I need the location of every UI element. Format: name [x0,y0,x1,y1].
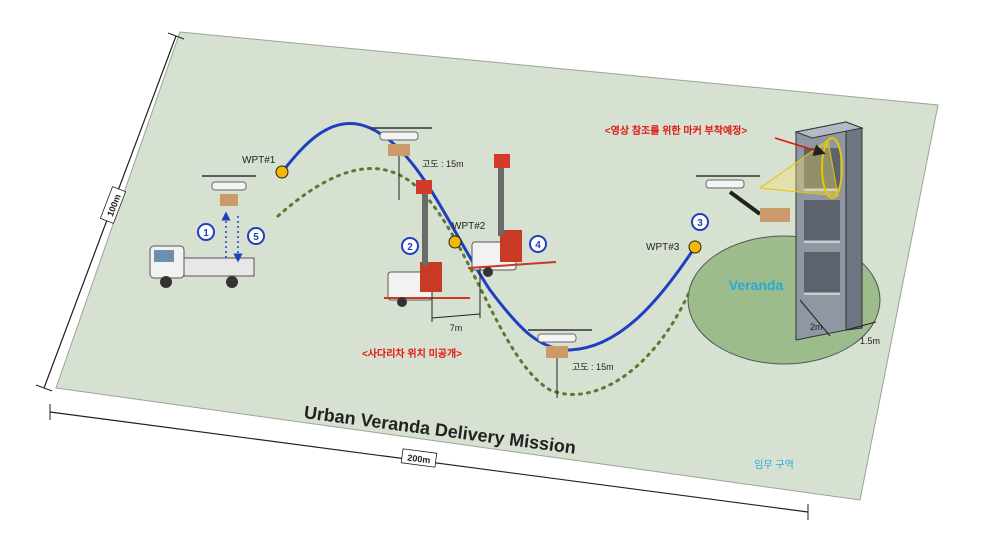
waypoint-3-label: WPT#3 [646,242,680,253]
ladder-notice: <사다리차 위치 미공개> [362,347,462,360]
ladder-truck-left-icon [384,180,470,307]
length-dimension-label: 200m [407,453,431,466]
step-4-badge: 4 [529,235,547,253]
zone-label: 임무 구역 [754,458,794,471]
alternate-flight-path [276,167,692,396]
drone-wpt1-icon [370,127,432,200]
altitude-label-low: 고도 : 15m [572,362,614,372]
veranda-width-label: 2m [810,322,823,332]
marker-notice: <영상 참조를 위한 마커 부착예정> [605,124,748,137]
ladder-truck-right-icon [467,154,557,277]
waypoint-1-label: WPT#1 [242,155,276,166]
veranda-depth-label: 1.5m [860,336,880,346]
svg-text:1: 1 [203,228,209,239]
main-flight-path [280,121,697,352]
waypoint-2-marker [448,235,462,249]
marker-ring [821,137,843,199]
svg-text:3: 3 [697,218,703,229]
waypoint-1-marker [275,165,289,179]
svg-text:5: 5 [253,232,259,243]
svg-text:4: 4 [535,240,541,251]
step-1-badge: 1 [197,223,215,241]
waypoint-2-label: WPT#2 [452,221,486,232]
drone-low-icon [528,329,592,398]
altitude-label-high: 고도 : 15m [422,159,464,169]
step-3-badge: 3 [691,213,709,231]
step-5-badge: 5 [247,227,265,245]
delivery-truck-icon [149,245,255,288]
truck-spacing-label: 7m [450,323,463,333]
step-2-badge: 2 [401,237,419,255]
truck-spacing-line [431,313,481,319]
waypoint-3-marker [688,240,702,254]
marker-pointer-arrow [774,137,826,156]
drone-start-icon [202,175,256,206]
drone-delivery-icon [696,175,790,222]
svg-text:2: 2 [407,242,413,253]
veranda-label: Veranda [729,277,784,293]
